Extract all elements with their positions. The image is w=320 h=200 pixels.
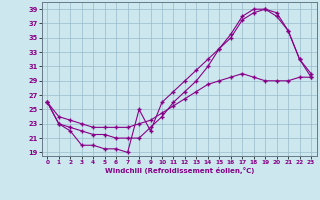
X-axis label: Windchill (Refroidissement éolien,°C): Windchill (Refroidissement éolien,°C)	[105, 167, 254, 174]
